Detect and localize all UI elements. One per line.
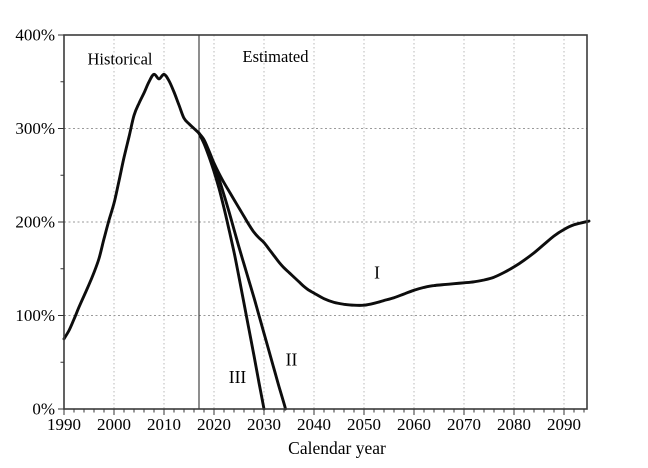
label-estimated: Estimated — [243, 47, 310, 66]
y-tick-label-200%: 200% — [15, 213, 55, 232]
x-axis-title: Calendar year — [288, 438, 386, 458]
label-historical: Historical — [87, 49, 152, 68]
x-tick-label-2050: 2050 — [347, 415, 381, 434]
x-tick-label-2010: 2010 — [147, 415, 181, 434]
series-line-historical — [62, 72, 201, 341]
y-tick-label-400%: 400% — [15, 26, 55, 45]
y-tick-label-300%: 300% — [15, 119, 55, 138]
x-tick-label-2030: 2030 — [247, 415, 281, 434]
y-tick-label-100%: 100% — [15, 306, 55, 325]
x-tick-label-2040: 2040 — [297, 415, 331, 434]
label-alternative-II: II — [286, 349, 298, 369]
x-tick-label-2060: 2060 — [397, 415, 431, 434]
series-line-ii — [197, 131, 287, 411]
chart-generated-overlay: 1990 2000 2010 2020 2030 2040 2050 2060 2070 2080… — [15, 26, 588, 434]
series-line-iii — [197, 131, 266, 411]
x-tick-label-2070: 2070 — [447, 415, 481, 434]
label-alternative-III: III — [229, 367, 247, 387]
x-tick-label-2080: 2080 — [497, 415, 531, 434]
x-tick-label-1990: 1990 — [47, 415, 81, 434]
y-tick-label-0%: 0% — [32, 400, 55, 419]
x-tick-label-2090: 2090 — [547, 415, 581, 434]
x-tick-label-2020: 2020 — [197, 415, 231, 434]
label-alternative-I: I — [374, 262, 380, 282]
series-line-i — [197, 131, 591, 307]
x-tick-label-2000: 2000 — [97, 415, 131, 434]
